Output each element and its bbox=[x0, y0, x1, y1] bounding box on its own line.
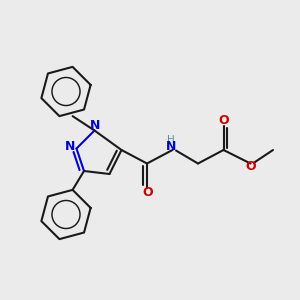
Text: N: N bbox=[166, 140, 176, 154]
Text: O: O bbox=[142, 186, 153, 200]
Text: O: O bbox=[219, 114, 230, 127]
Text: H: H bbox=[167, 135, 175, 146]
Text: N: N bbox=[65, 140, 75, 154]
Text: O: O bbox=[246, 160, 256, 173]
Text: N: N bbox=[90, 118, 100, 132]
